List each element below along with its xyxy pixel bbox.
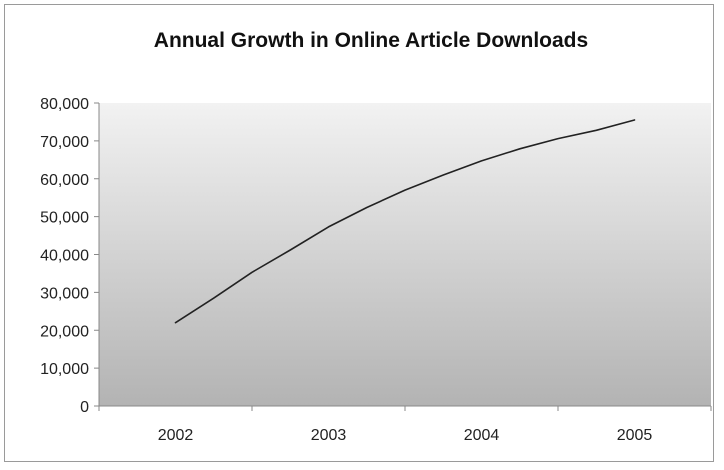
plot-area [99,103,711,406]
chart-title: Annual Growth in Online Article Download… [154,29,588,52]
x-tick-label: 2002 [158,427,194,444]
y-tick-label: 40,000 [40,248,89,265]
series-line [174,119,636,324]
y-tick-label: 30,000 [40,285,89,302]
y-tick-label: 0 [80,399,89,416]
y-tick-label: 10,000 [40,361,89,378]
x-tick-label: 2003 [311,427,347,444]
x-tick-label: 2004 [464,427,500,444]
y-tick-label: 80,000 [40,96,89,113]
line-chart: Annual Growth in Online Article Download… [40,29,712,444]
y-tick-label: 50,000 [40,210,89,227]
y-tick-label: 20,000 [40,323,89,340]
y-tick-label: 70,000 [40,134,89,151]
y-tick-label: 60,000 [40,172,89,189]
chart-frame: Annual Growth in Online Article Download… [4,4,714,462]
x-tick-label: 2005 [617,427,653,444]
